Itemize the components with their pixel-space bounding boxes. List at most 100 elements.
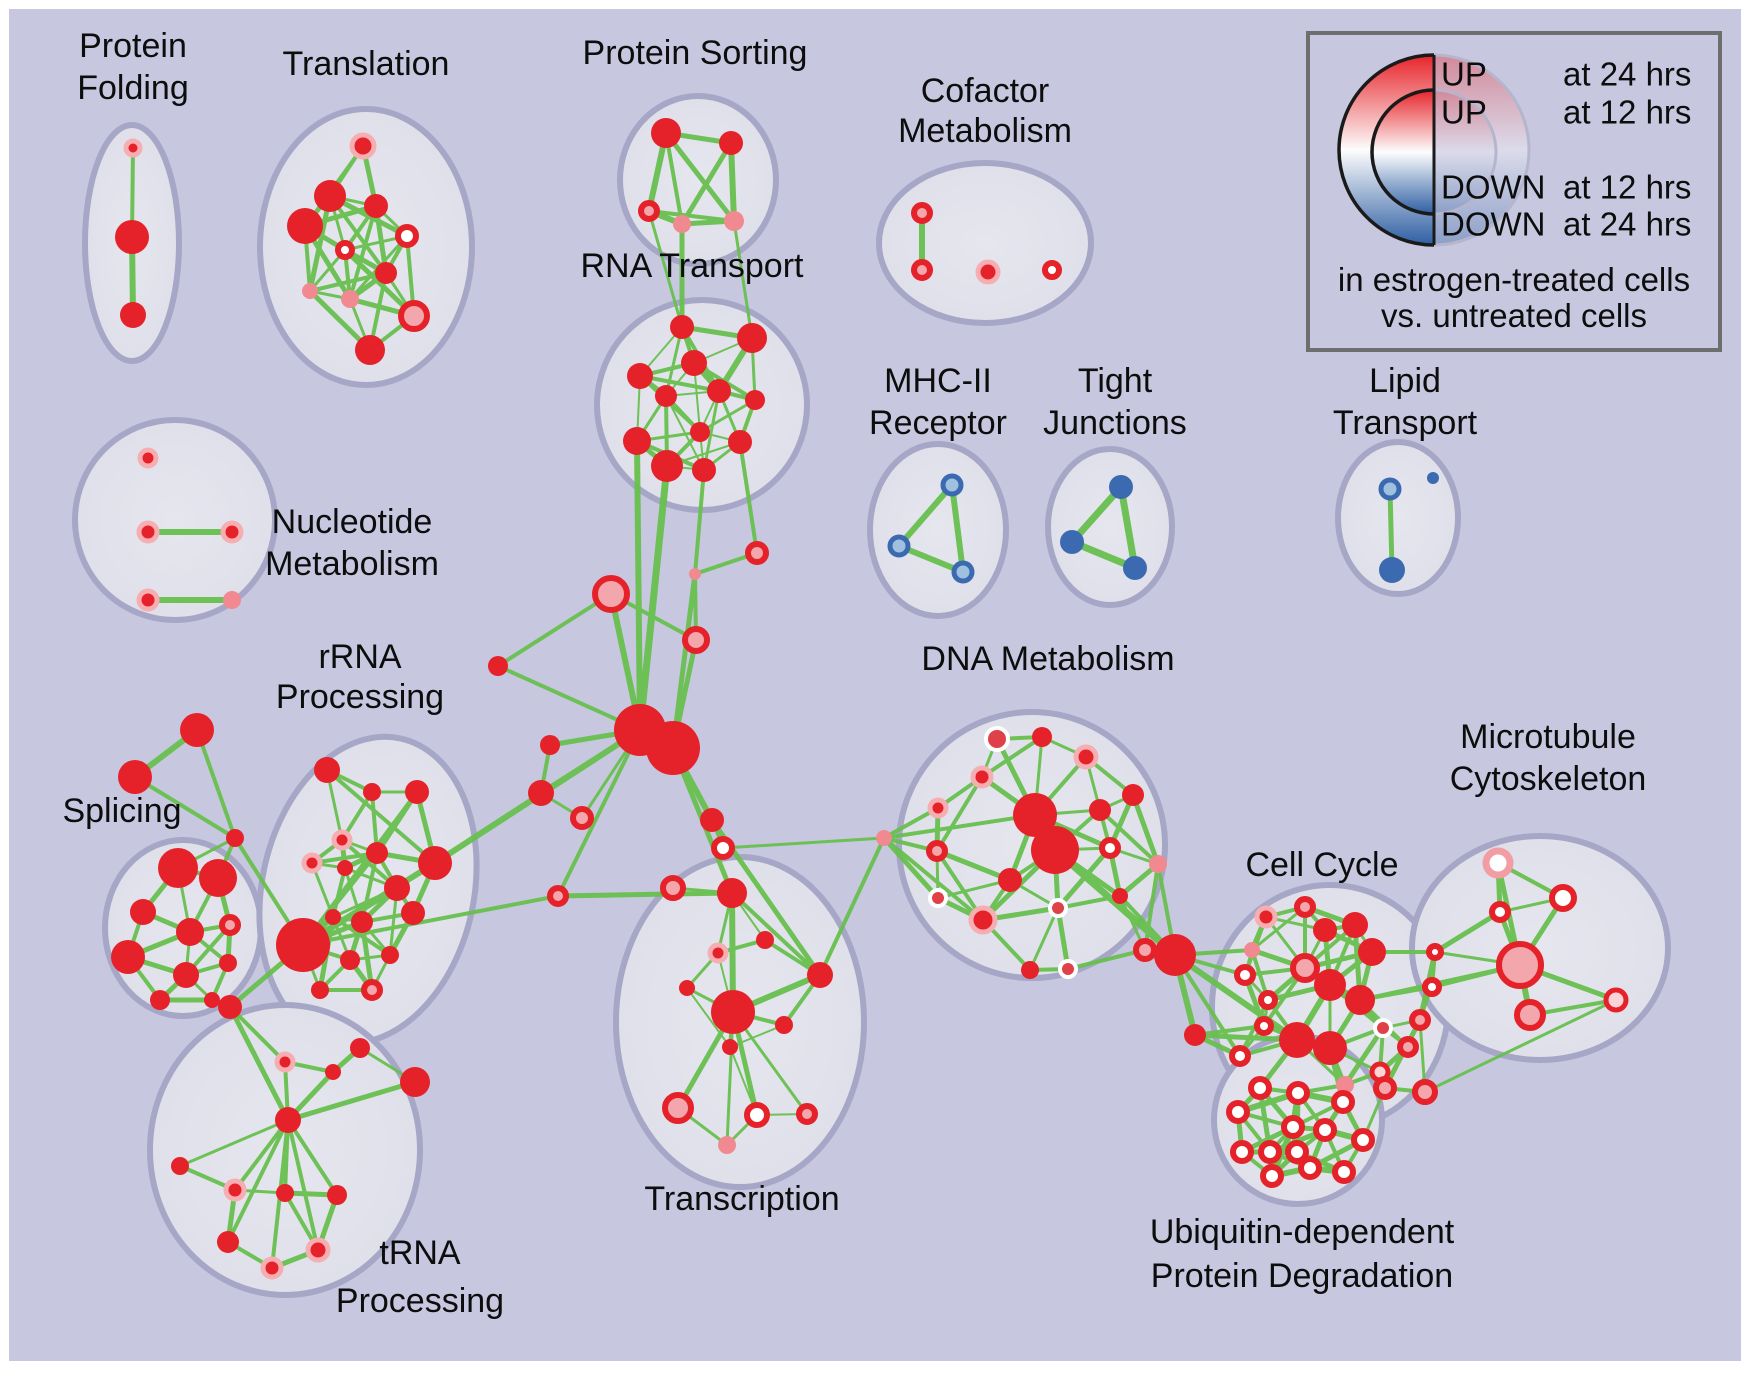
node-trna-processing[interactable] [223,1178,247,1202]
node-transcription[interactable] [756,931,774,949]
node-transcription[interactable] [775,1016,793,1034]
node-central-hub[interactable] [540,735,560,755]
node-rrna-processing[interactable] [276,918,330,972]
node-cell-cycle[interactable] [1294,896,1316,918]
node-microtubule-cytoskeleton[interactable] [1514,999,1546,1031]
node-trna-processing[interactable] [218,995,242,1019]
node-microtubule-cytoskeleton[interactable] [1373,1076,1397,1100]
node-mhc-ii-receptor[interactable] [940,473,964,497]
node-dna-metabolism[interactable] [1122,784,1144,806]
node-central-hub[interactable] [592,575,630,613]
node-protein-folding[interactable] [123,138,143,158]
node-mhc-ii-receptor[interactable] [887,534,911,558]
node-transcription[interactable] [744,1102,770,1128]
node-translation[interactable] [302,283,318,299]
node-translation[interactable] [349,132,377,160]
node-translation[interactable] [375,262,397,284]
node-transcription[interactable] [717,878,747,908]
node-ubiquitin-degradation[interactable] [1281,1115,1305,1139]
node-microtubule-cytoskeleton[interactable] [1412,1079,1438,1105]
node-rrna-processing[interactable] [381,946,399,964]
node-rna-transport[interactable] [681,350,707,376]
node-central-hub[interactable] [547,885,569,907]
node-cofactor-metabolism[interactable] [975,259,1001,285]
node-transcription[interactable] [807,962,833,988]
node-ubiquitin-degradation[interactable] [1351,1128,1375,1152]
node-trna-processing[interactable] [260,1256,284,1280]
node-rrna-processing[interactable] [325,909,341,925]
node-nucleotide-metabolism[interactable] [220,520,244,544]
node-cell-cycle[interactable] [1234,964,1256,986]
node-cell-cycle[interactable] [1313,1031,1347,1065]
node-central-hub[interactable] [528,780,554,806]
node-lipid-transport[interactable] [1378,477,1402,501]
node-translation[interactable] [395,224,419,248]
node-cell-cycle[interactable] [1314,969,1346,1001]
node-trna-processing[interactable] [171,1157,189,1175]
node-rna-transport[interactable] [692,458,716,482]
node-cofactor-metabolism[interactable] [911,202,933,224]
node-splicing[interactable] [204,992,220,1008]
node-rrna-processing[interactable] [337,860,353,876]
node-splicing[interactable] [111,940,145,974]
node-central-hub[interactable] [689,568,701,580]
node-splicing[interactable] [219,914,241,936]
node-transcription[interactable] [796,1103,818,1125]
node-cell-cycle[interactable] [1244,942,1260,958]
node-splicing[interactable] [226,829,244,847]
node-ubiquitin-degradation[interactable] [1332,1160,1356,1184]
node-dna-metabolism[interactable] [927,797,949,819]
node-rna-transport[interactable] [737,323,767,353]
node-rrna-processing[interactable] [340,950,360,970]
node-translation[interactable] [335,240,355,260]
node-transcription[interactable] [711,990,755,1034]
node-rrna-processing[interactable] [301,852,323,874]
node-lipid-transport[interactable] [1427,472,1439,484]
node-tight-junctions[interactable] [1109,475,1133,499]
node-transcription[interactable] [660,875,686,901]
node-transcription[interactable] [662,1092,694,1124]
node-dna-metabolism[interactable] [968,905,998,935]
node-trna-processing[interactable] [274,1051,296,1073]
node-rrna-processing[interactable] [363,783,381,801]
node-transcription[interactable] [707,942,729,964]
node-ubiquitin-degradation[interactable] [1226,1100,1250,1124]
node-dna-metabolism[interactable] [970,765,994,789]
node-cell-cycle[interactable] [1373,1018,1393,1038]
node-nucleotide-metabolism[interactable] [136,520,160,544]
node-translation[interactable] [287,208,323,244]
node-dna-metabolism[interactable] [1032,727,1052,747]
node-splicing[interactable] [150,990,170,1010]
node-ubiquitin-degradation[interactable] [1248,1076,1272,1100]
node-transcription[interactable] [722,1039,738,1055]
node-microtubule-cytoskeleton[interactable] [1496,941,1544,989]
node-rrna-processing[interactable] [384,875,410,901]
node-rrna-processing[interactable] [314,757,340,783]
node-dna-metabolism[interactable] [1089,799,1111,821]
node-dna-metabolism[interactable] [1058,959,1078,979]
node-microtubule-cytoskeleton[interactable] [1603,987,1629,1013]
node-microtubule-cytoskeleton[interactable] [1549,884,1577,912]
node-protein-folding[interactable] [120,302,146,328]
node-central-hub[interactable] [745,541,769,565]
node-ubiquitin-degradation[interactable] [1298,1156,1322,1180]
node-trna-processing[interactable] [275,1107,301,1133]
node-cell-cycle[interactable] [1313,918,1337,942]
node-dna-metabolism[interactable] [1099,837,1121,859]
node-rna-transport[interactable] [745,390,765,410]
node-lipid-transport[interactable] [1379,557,1405,583]
node-translation[interactable] [314,180,346,212]
node-rna-transport[interactable] [690,422,710,442]
node-trna-processing[interactable] [327,1185,347,1205]
node-microtubule-cytoskeleton[interactable] [1422,977,1442,997]
node-rrna-processing[interactable] [405,780,429,804]
node-dna-metabolism[interactable] [998,868,1022,892]
node-translation[interactable] [398,300,430,332]
node-cell-cycle[interactable] [1279,1022,1315,1058]
node-rna-transport[interactable] [707,379,731,403]
node-central-hub[interactable] [488,656,508,676]
node-central-hub[interactable] [711,836,735,860]
node-ubiquitin-degradation[interactable] [1331,1090,1355,1114]
node-dna-metabolism[interactable] [1031,826,1079,874]
node-dna-metabolism[interactable] [1048,898,1068,918]
